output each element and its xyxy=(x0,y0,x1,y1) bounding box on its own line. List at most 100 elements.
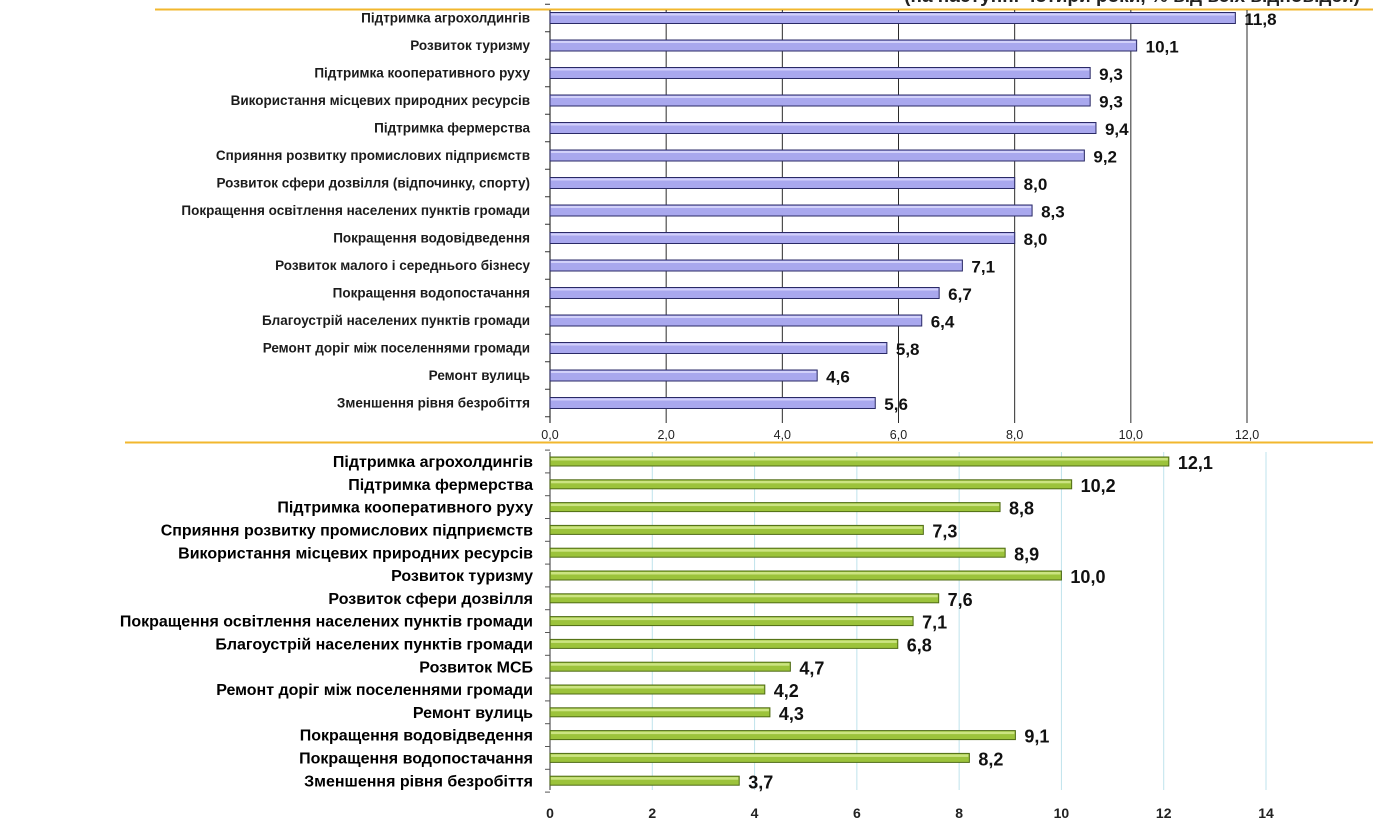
bar xyxy=(549,638,899,649)
data-label: 9,3 xyxy=(1099,93,1123,112)
bar-highlight xyxy=(551,708,769,712)
bar xyxy=(549,122,1097,134)
category-label: Підтримка агрохолдингів xyxy=(361,11,530,26)
chart-2: 0 2 4 6 8 10 12 14 Підтримка агрохолдингів 12,1 Пі… xyxy=(120,449,1274,821)
category-label: Розвиток сфери дозвілля xyxy=(328,591,533,608)
data-label: 3,7 xyxy=(748,772,773,792)
bar-highlight xyxy=(551,503,1000,507)
category-label: Покращення водопостачання xyxy=(333,286,530,301)
category-label: Благоустрій населених пунктів громади xyxy=(215,637,533,654)
bar-highlight xyxy=(551,663,790,666)
category-label: Розвиток малого і середнього бізнесу xyxy=(275,258,530,273)
category-label: Сприяння розвитку промислових підприємст… xyxy=(161,523,533,540)
x-tick-label: 8,0 xyxy=(1006,428,1023,442)
bar-highlight xyxy=(551,371,817,373)
data-label: 8,3 xyxy=(1041,203,1065,222)
category-label: Підтримка агрохолдингів xyxy=(333,454,533,471)
data-label: 12,1 xyxy=(1178,453,1213,473)
bar xyxy=(549,287,940,299)
data-label: 8,9 xyxy=(1014,544,1039,564)
bar xyxy=(549,547,1006,558)
bar xyxy=(549,707,771,718)
category-label: Ремонт доріг між поселеннями громади xyxy=(216,682,533,699)
x-tick-label: 14 xyxy=(1258,805,1274,821)
bar xyxy=(549,524,924,535)
x-tick-label: 6,0 xyxy=(890,428,907,442)
data-label: 5,6 xyxy=(884,395,908,414)
bar xyxy=(549,593,940,604)
bar-highlight xyxy=(551,178,1014,181)
category-label: Використання місцевих природних ресурсів xyxy=(178,545,533,562)
category-label: Покращення освітлення населених пунктів … xyxy=(181,203,530,218)
bar-highlight xyxy=(551,123,1095,126)
bar-highlight xyxy=(551,754,969,757)
x-tick-label: 0 xyxy=(546,805,554,821)
category-label: Покращення водовідведення xyxy=(300,728,533,745)
x-tick-label: 2,0 xyxy=(657,428,674,442)
bar-highlight xyxy=(551,261,962,263)
category-label: Розвиток туризму xyxy=(410,38,530,53)
category-label: Зменшення рівня безробіття xyxy=(304,773,533,790)
bar-highlight xyxy=(551,96,1090,98)
data-label: 9,4 xyxy=(1105,120,1129,139)
data-label: 7,3 xyxy=(932,521,957,541)
category-label: Підтримка фермерства xyxy=(348,477,533,494)
data-label: 9,3 xyxy=(1099,65,1123,84)
bar xyxy=(549,775,740,786)
chart-title: (на наступні чотири роки, % від всіх від… xyxy=(690,0,1360,8)
data-label: 10,2 xyxy=(1081,476,1116,496)
x-tick-label: 2 xyxy=(648,805,656,821)
bar-highlight xyxy=(551,549,1005,552)
category-label: Зменшення рівня безробіття xyxy=(337,396,530,411)
x-tick-label: 12,0 xyxy=(1235,428,1259,442)
category-label: Ремонт вулиць xyxy=(413,705,533,722)
data-label: 4,7 xyxy=(799,658,824,678)
data-label: 7,1 xyxy=(922,613,947,633)
x-tick-label: 4 xyxy=(751,805,759,821)
category-label: Розвиток сфери дозвілля (відпочинку, спо… xyxy=(216,176,530,191)
x-tick-label: 10,0 xyxy=(1119,428,1143,442)
bar-highlight xyxy=(551,316,921,318)
x-tick-label: 4,0 xyxy=(774,428,791,442)
category-label: Підтримка кооперативного руху xyxy=(277,500,533,517)
data-label: 4,2 xyxy=(774,681,799,701)
bar-highlight xyxy=(551,233,1014,236)
data-label: 6,4 xyxy=(931,313,955,332)
category-label: Благоустрій населених пунктів громади xyxy=(262,313,530,328)
bar-highlight xyxy=(551,68,1090,71)
bar-highlight xyxy=(551,206,1032,208)
bar xyxy=(549,369,818,382)
bar xyxy=(549,12,1236,24)
bar-highlight xyxy=(551,151,1084,153)
data-label: 10,1 xyxy=(1146,38,1179,57)
x-tick-label: 6 xyxy=(853,805,861,821)
category-label: Підтримка фермерства xyxy=(374,121,530,136)
bar-highlight xyxy=(551,288,939,291)
data-label: 8,0 xyxy=(1024,175,1048,194)
bar-highlight xyxy=(551,640,897,643)
bar xyxy=(549,479,1073,490)
bar-highlight xyxy=(551,777,739,780)
data-label: 4,6 xyxy=(826,368,850,387)
data-label: 8,0 xyxy=(1024,230,1048,249)
bar-highlight xyxy=(551,526,923,529)
bar xyxy=(549,67,1091,79)
bar-highlight xyxy=(551,572,1061,575)
bar xyxy=(549,149,1085,162)
bar xyxy=(549,456,1170,467)
bar-highlight xyxy=(551,458,1168,461)
data-label: 7,1 xyxy=(971,258,995,277)
category-label: Підтримка кооперативного руху xyxy=(314,66,530,81)
category-label: Сприяння розвитку промислових підприємст… xyxy=(216,148,530,163)
x-tick-label: 12 xyxy=(1156,805,1172,821)
category-label: Розвиток МСБ xyxy=(419,659,533,676)
category-label: Використання місцевих природних ресурсів xyxy=(231,93,530,108)
bar-highlight xyxy=(551,594,938,598)
category-label: Покращення освітлення населених пунктів … xyxy=(120,614,533,631)
bar-highlight xyxy=(551,41,1136,43)
bar xyxy=(549,684,766,695)
bar xyxy=(549,259,963,272)
data-label: 5,8 xyxy=(896,340,920,359)
data-label: 8,2 xyxy=(978,749,1003,769)
